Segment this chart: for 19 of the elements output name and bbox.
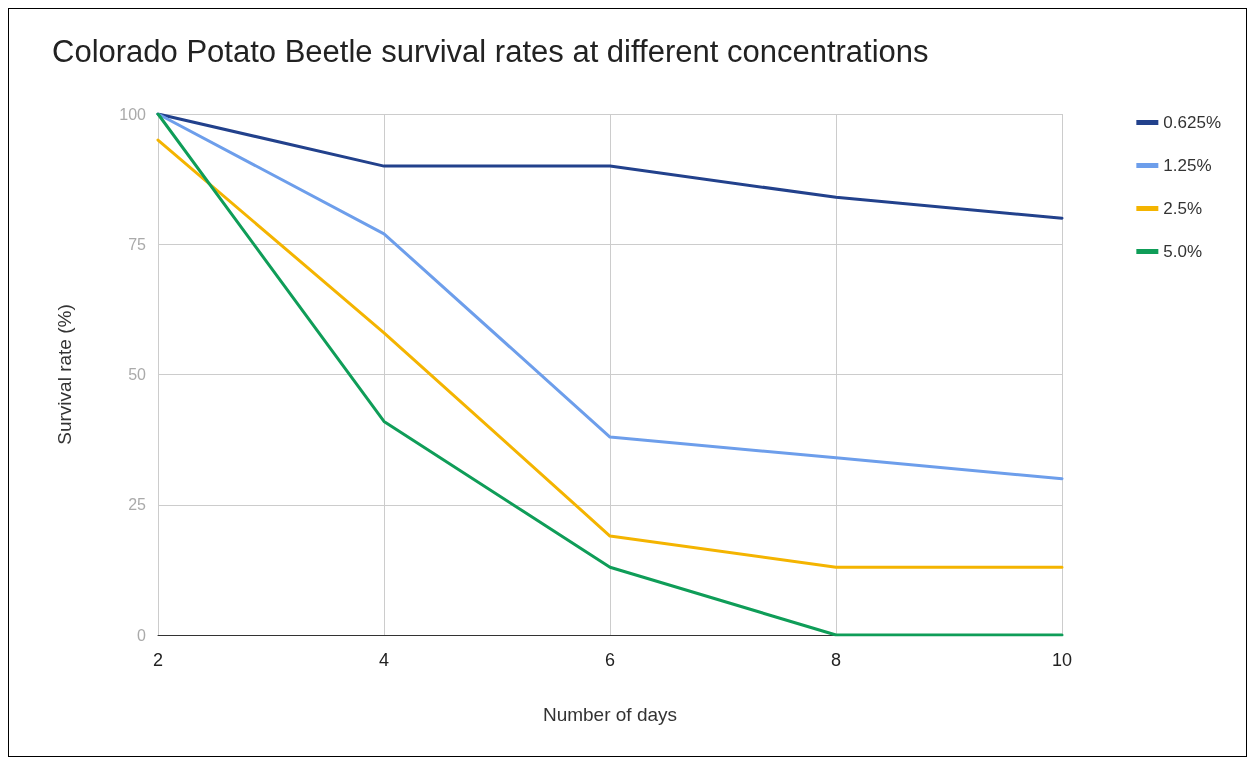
x-tick-label: 8	[830, 650, 842, 670]
x-axis-title: Number of days	[542, 704, 678, 725]
y-tick-label: 25	[128, 496, 147, 514]
x-tick-label: 2	[152, 650, 164, 670]
line-series	[156, 112, 1064, 637]
legend-label: 2.5%	[1163, 199, 1203, 218]
legend-label: 5.0%	[1163, 242, 1203, 261]
x-tick-label: 6	[604, 650, 616, 670]
y-tick-label: 0	[137, 626, 147, 644]
chart-title: Colorado Potato Beetle survival rates at different concentrations	[52, 34, 929, 69]
legend-label: 0.625%	[1163, 113, 1222, 132]
y-tick-label: 75	[128, 235, 147, 253]
legend-label: 1.25%	[1163, 156, 1212, 175]
line-series	[156, 138, 1064, 569]
x-tick-label: 10	[1051, 650, 1073, 670]
y-tick-label: 100	[119, 105, 147, 123]
y-tick-label: 50	[128, 366, 147, 383]
y-axis-title: Survival rate (%)	[54, 304, 75, 445]
x-tick-label: 4	[378, 650, 390, 670]
